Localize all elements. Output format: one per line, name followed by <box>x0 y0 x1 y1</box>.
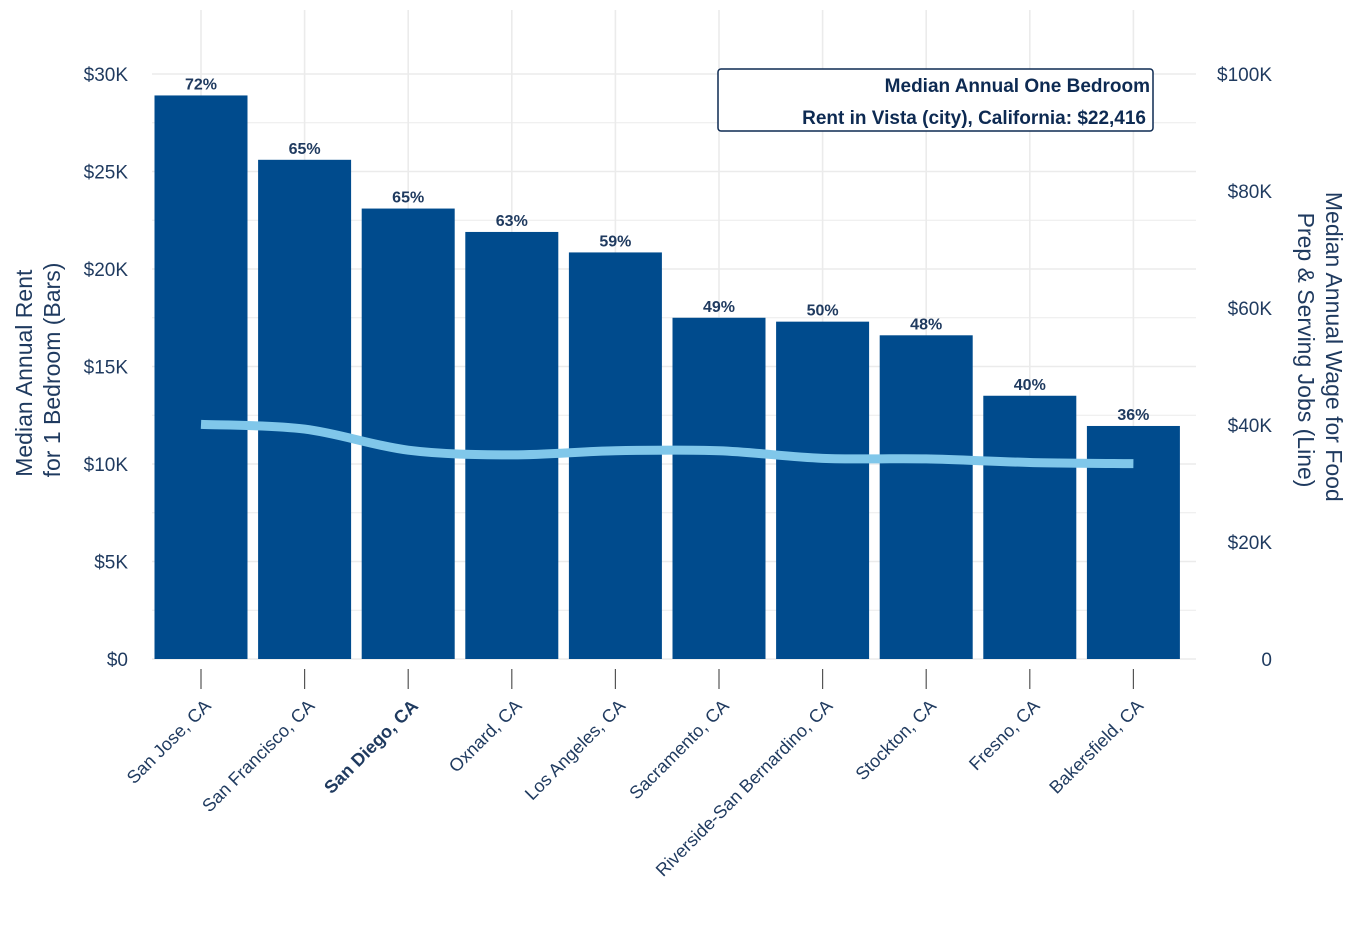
x-tick-label: Los Angeles, CA <box>521 696 629 804</box>
left-axis-title: Median Annual Rent for 1 Bedroom (Bars) <box>11 263 65 478</box>
right-axis-title-line1: Median Annual Wage for Food <box>1321 192 1347 502</box>
left-tick-label: $20K <box>84 260 129 281</box>
bar-value-label: 63% <box>496 213 528 230</box>
bar <box>361 208 455 660</box>
x-tick-label: Bakersfield, CA <box>1045 696 1147 798</box>
right-tick-label: 0 <box>1261 650 1272 671</box>
left-tick-label: $0 <box>107 650 128 671</box>
bar-value-label: 59% <box>599 233 631 250</box>
right-tick-label: $60K <box>1228 299 1273 320</box>
bar-value-label: 36% <box>1117 407 1149 424</box>
bars <box>154 95 1180 660</box>
left-axis-title-line2: for 1 Bedroom (Bars) <box>39 263 65 478</box>
right-axis-title: Median Annual Wage for Food Prep & Servi… <box>1293 192 1347 508</box>
bar <box>983 395 1077 659</box>
bar-value-label: 65% <box>289 141 321 158</box>
x-tick-label: San Diego, CA <box>320 696 422 798</box>
x-tick-label: Stockton, CA <box>852 696 940 784</box>
bar-value-label: 40% <box>1014 377 1046 394</box>
bar-value-label: 72% <box>185 76 217 93</box>
bar-value-label: 50% <box>807 303 839 320</box>
bar-value-label: 49% <box>703 299 735 316</box>
left-axis-ticks: $0 $5K $10K $15K $20K $25K $30K <box>84 65 129 671</box>
x-tick-label: Riverside-San Bernardino, CA <box>652 696 837 881</box>
bar-value-label: 65% <box>392 190 424 207</box>
left-tick-label: $10K <box>84 455 129 476</box>
bar-value-label: 48% <box>910 316 942 333</box>
bar <box>258 159 352 660</box>
bar <box>776 321 870 659</box>
left-tick-label: $5K <box>94 553 128 574</box>
x-tick-label: Sacramento, CA <box>625 696 733 804</box>
annotation-line1: Median Annual One Bedroom <box>885 76 1150 97</box>
left-tick-label: $15K <box>84 358 129 379</box>
left-axis-title-line1: Median Annual Rent <box>11 269 37 477</box>
annotation-box-border <box>717 68 1154 132</box>
bar <box>879 335 973 659</box>
right-tick-label: $40K <box>1228 416 1273 437</box>
bar <box>154 95 248 659</box>
left-tick-label: $25K <box>84 163 129 184</box>
wage-line <box>200 419 1134 469</box>
bar <box>672 317 766 659</box>
right-tick-label: $100K <box>1217 65 1272 86</box>
bar <box>465 231 559 659</box>
x-tick-label: San Francisco, CA <box>198 696 318 816</box>
x-tick-label: San Jose, CA <box>123 696 215 788</box>
bar-labels: 72% 65% 65% 63% 59% 49% 50% 48% 40% 36% <box>185 76 1149 424</box>
right-axis-title-line2: Prep & Serving Jobs (Line) <box>1293 213 1319 488</box>
right-axis-ticks: 0 $20K $40K $60K $80K $100K <box>1217 65 1272 671</box>
wage-line-path <box>200 419 1134 469</box>
annotation-line2: Rent in Vista (city), California: $22,41… <box>802 108 1146 129</box>
x-tick-label: Fresno, CA <box>965 696 1044 775</box>
left-tick-label: $30K <box>84 65 129 86</box>
x-tick-label: Oxnard, CA <box>445 696 526 777</box>
right-tick-label: $80K <box>1228 182 1273 203</box>
right-tick-label: $20K <box>1228 533 1273 554</box>
annotation-box: Median Annual One Bedroom Rent in Vista … <box>717 68 1154 132</box>
